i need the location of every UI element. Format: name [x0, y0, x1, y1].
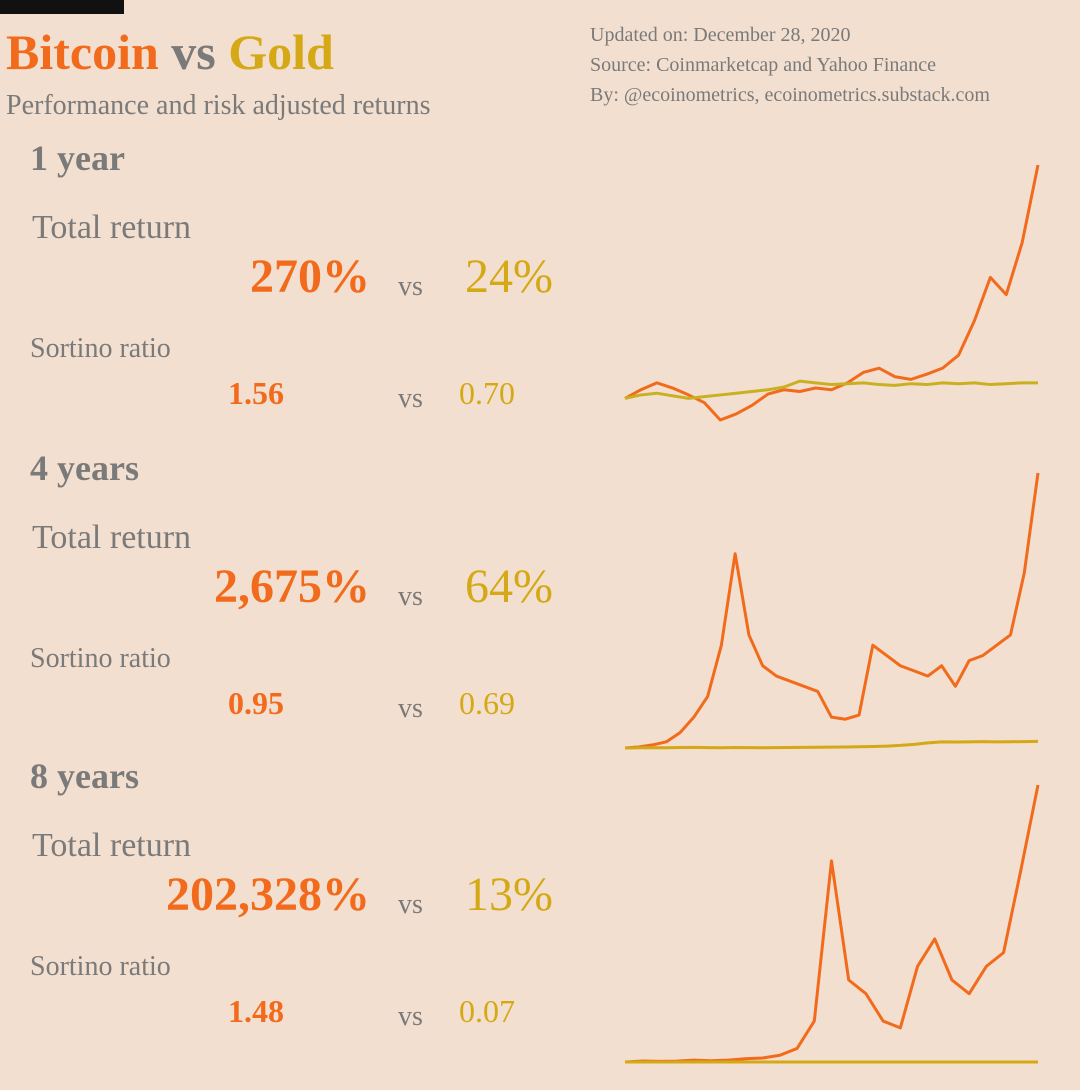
title: Bitcoin vs Gold	[6, 27, 334, 77]
vs: vs	[398, 889, 423, 920]
gold-return: 24%	[465, 250, 553, 303]
series-line	[624, 379, 1038, 400]
title-gold: Gold	[228, 24, 334, 80]
btc-sortino: 1.48	[228, 993, 284, 1029]
btc-return: 202,328%	[166, 868, 370, 921]
sortino-label: Sortino ratio	[30, 643, 171, 674]
period: 1 year	[30, 138, 125, 178]
btc-return: 270%	[250, 250, 370, 303]
btc-return: 2,675%	[214, 560, 370, 613]
total-return-label: Total return	[32, 827, 192, 864]
title-vs: vs	[171, 24, 216, 80]
top-bar	[0, 0, 124, 14]
byline: By: @ecoinometrics, ecoinometrics.substa…	[590, 84, 990, 106]
period: 4 years	[30, 448, 139, 488]
gold-sortino: 0.69	[459, 685, 515, 721]
vs: vs	[398, 693, 423, 724]
total-return-label: Total return	[32, 519, 192, 556]
updated: Updated on: December 28, 2020	[590, 24, 851, 46]
subtitle: Performance and risk adjusted returns	[6, 90, 431, 121]
vs: vs	[398, 1001, 423, 1032]
vs: vs	[398, 383, 423, 414]
gold-return: 13%	[465, 868, 553, 921]
source: Source: Coinmarketcap and Yahoo Finance	[590, 54, 937, 76]
sortino-label: Sortino ratio	[30, 951, 171, 982]
gold-sortino: 0.70	[459, 375, 515, 411]
series-line	[624, 472, 1040, 750]
total-return-label: Total return	[32, 209, 192, 246]
gold-sortino: 0.07	[459, 993, 515, 1029]
title-bitcoin: Bitcoin	[6, 24, 159, 80]
btc-sortino: 0.95	[228, 685, 284, 721]
period: 8 years	[30, 756, 139, 796]
btc-sortino: 1.56	[228, 375, 284, 411]
sortino-label: Sortino ratio	[30, 333, 171, 364]
vs: vs	[398, 581, 423, 612]
series-line	[624, 739, 1039, 750]
gold-return: 64%	[465, 560, 553, 613]
vs: vs	[398, 271, 423, 302]
series-line	[624, 784, 1040, 1064]
